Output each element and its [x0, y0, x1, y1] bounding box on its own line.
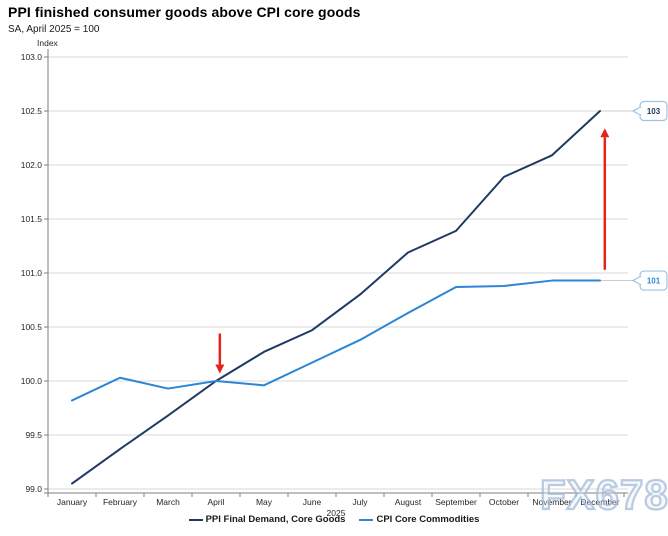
x-tick-label: March [156, 497, 180, 507]
annotation-arrow-head-up [600, 128, 610, 138]
x-tick-label: August [395, 497, 422, 507]
y-tick-label: 102.0 [21, 160, 43, 170]
annotation-arrow-head-down [215, 364, 225, 374]
y-tick-label: 102.5 [21, 106, 43, 116]
x-tick-label: May [256, 497, 273, 507]
legend-line-swatch-cpi [359, 518, 374, 521]
y-tick-label: 103.0 [21, 52, 43, 62]
x-tick-label: September [435, 497, 477, 507]
series-line-cpi [71, 279, 601, 402]
y-tick-label: 101.0 [21, 268, 43, 278]
end-label-value: 101 [647, 277, 661, 286]
legend-line-swatch-ppi [188, 518, 203, 521]
legend-item-ppi: PPI Final Demand, Core Goods [188, 514, 346, 525]
legend-item-cpi: CPI Core Commodities [359, 514, 479, 525]
y-tick-label: 99.5 [25, 430, 42, 440]
y-tick-label: 99.0 [25, 484, 42, 494]
legend: PPI Final Demand, Core Goods CPI Core Co… [0, 514, 668, 525]
x-tick-label: April [207, 497, 224, 507]
x-tick-label: January [57, 497, 88, 507]
y-tick-label: 100.5 [21, 322, 43, 332]
end-label-value: 103 [647, 107, 661, 116]
x-tick-label: December [580, 497, 619, 507]
x-tick-label: June [303, 497, 322, 507]
series-line-ppi [71, 110, 601, 485]
legend-label-cpi: CPI Core Commodities [376, 514, 480, 525]
x-tick-label: July [352, 497, 368, 507]
chart-title: PPI finished consumer goods above CPI co… [8, 4, 361, 20]
chart-subtitle: SA, April 2025 = 100 [8, 24, 100, 35]
x-tick-label: October [489, 497, 519, 507]
y-axis-title: Index [37, 38, 59, 48]
legend-label-ppi: PPI Final Demand, Core Goods [205, 514, 346, 525]
x-tick-label: November [532, 497, 571, 507]
y-tick-label: 100.0 [21, 376, 43, 386]
x-tick-label: February [103, 497, 138, 507]
x-axis-year-label: 2025 [327, 508, 346, 518]
y-tick-label: 101.5 [21, 214, 43, 224]
